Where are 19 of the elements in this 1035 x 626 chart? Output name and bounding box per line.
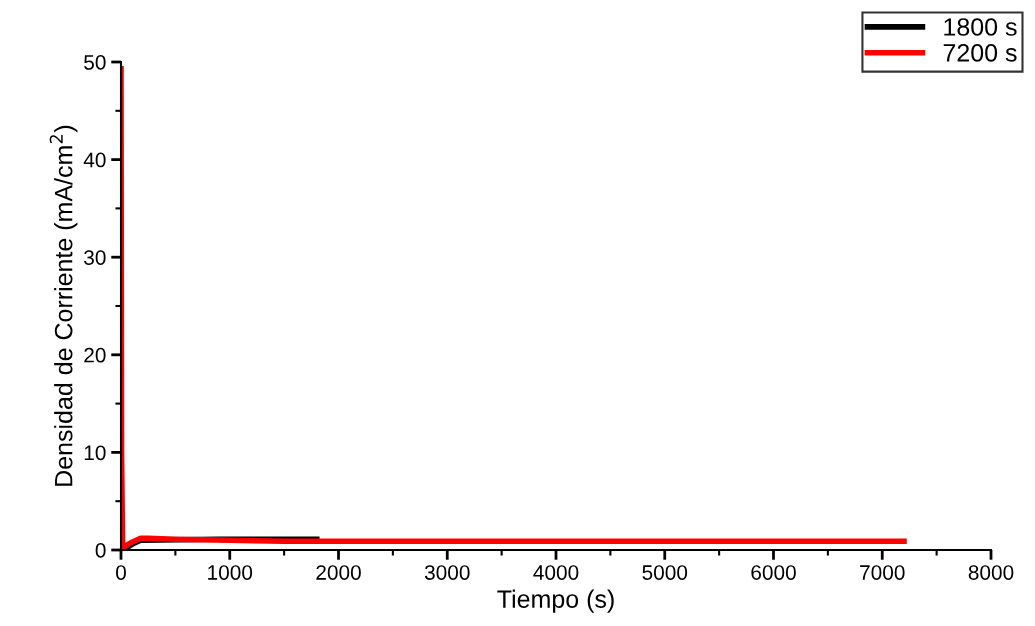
- x-tick-label: 8000: [968, 565, 1014, 580]
- legend-label: 7200 s: [943, 43, 1017, 62]
- x-tick-label: 1000: [208, 565, 253, 580]
- y-axis-title: Densidad de Corriente (mA/cm$^{2}$): [49, 125, 78, 486]
- y-tick-label: 10: [84, 445, 106, 461]
- x-tick-label: 3000: [424, 565, 470, 580]
- x-tick-label: 2000: [316, 565, 361, 580]
- x-tick-label: 7000: [860, 565, 905, 580]
- x-tick-label: 5000: [642, 565, 688, 580]
- x-tick-label: 4000: [533, 565, 579, 580]
- y-tick-label: 20: [84, 347, 106, 363]
- y-tick-label: 0: [95, 543, 106, 558]
- legend-label: 1800 s: [944, 18, 1017, 36]
- x-axis-title: Tiempo (s): [497, 589, 614, 613]
- y-tick-label: 30: [84, 250, 106, 265]
- y-tick-label: 40: [83, 152, 106, 168]
- y-tick-label: 50: [84, 55, 106, 70]
- x-tick-label: 6000: [751, 565, 796, 580]
- x-tick-label: 0: [116, 565, 126, 580]
